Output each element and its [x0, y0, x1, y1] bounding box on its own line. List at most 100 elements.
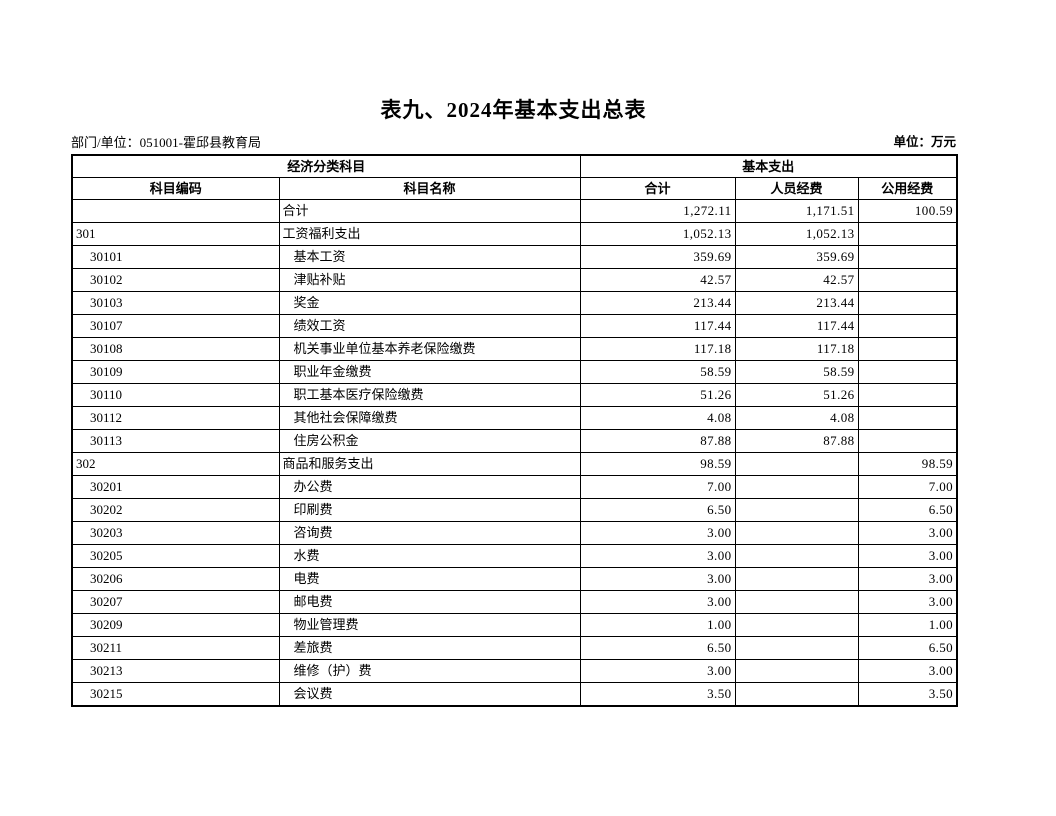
- public-fund-cell: 3.00: [857, 659, 958, 683]
- table-row: 30209 物业管理费 1.00 1.00: [71, 613, 958, 637]
- table-row: 30109 职业年金缴费 58.59 58.59: [71, 360, 958, 384]
- total-cell: 87.88: [579, 429, 736, 453]
- personnel-fund-cell: 359.69: [734, 245, 859, 269]
- header-personnel-funds: 人员经费: [734, 177, 859, 200]
- personnel-fund-cell: [734, 590, 859, 614]
- header-basic-expenditure: 基本支出: [579, 154, 958, 178]
- subject-code-cell: 30102: [71, 268, 280, 292]
- subject-name-cell: 奖金: [278, 291, 581, 315]
- personnel-fund-cell: [734, 567, 859, 591]
- total-cell: 58.59: [579, 360, 736, 384]
- public-fund-cell: 98.59: [857, 452, 958, 476]
- total-cell: 1.00: [579, 613, 736, 637]
- public-fund-cell: [857, 291, 958, 315]
- subject-code-cell: 30103: [71, 291, 280, 315]
- table-row: 302 商品和服务支出 98.59 98.59: [71, 452, 958, 476]
- table-row: 30103 奖金 213.44 213.44: [71, 291, 958, 315]
- total-cell: 4.08: [579, 406, 736, 430]
- public-fund-cell: [857, 429, 958, 453]
- personnel-fund-cell: [734, 613, 859, 637]
- personnel-fund-cell: [734, 544, 859, 568]
- subject-code-cell: 30108: [71, 337, 280, 361]
- subject-name-cell: 机关事业单位基本养老保险缴费: [278, 337, 581, 361]
- public-fund-cell: 3.00: [857, 590, 958, 614]
- header-group-row: 经济分类科目 基本支出: [71, 154, 958, 178]
- subject-code-cell: 30201: [71, 475, 280, 499]
- meta-row: 部门/单位：051001-霍邱县教育局 单位：万元: [71, 134, 956, 151]
- table-row: 30107 绩效工资 117.44 117.44: [71, 314, 958, 338]
- table-row: 30203 咨询费 3.00 3.00: [71, 521, 958, 545]
- personnel-fund-cell: 4.08: [734, 406, 859, 430]
- subject-code-cell: 30213: [71, 659, 280, 683]
- personnel-fund-cell: 1,171.51: [734, 199, 859, 223]
- subject-name-cell: 津贴补贴: [278, 268, 581, 292]
- subject-name-cell: 其他社会保障缴费: [278, 406, 581, 430]
- table-row: 301 工资福利支出 1,052.13 1,052.13: [71, 222, 958, 246]
- table-row: 30201 办公费 7.00 7.00: [71, 475, 958, 499]
- subject-name-cell: 办公费: [278, 475, 581, 499]
- subject-name-cell: 基本工资: [278, 245, 581, 269]
- table-row: 30205 水费 3.00 3.00: [71, 544, 958, 568]
- public-fund-cell: [857, 245, 958, 269]
- header-total: 合计: [579, 177, 736, 200]
- table-row: 30101 基本工资 359.69 359.69: [71, 245, 958, 269]
- public-fund-cell: 3.00: [857, 567, 958, 591]
- total-cell: 3.50: [579, 682, 736, 707]
- table-row: 30112 其他社会保障缴费 4.08 4.08: [71, 406, 958, 430]
- total-cell: 3.00: [579, 590, 736, 614]
- subject-name-cell: 工资福利支出: [278, 222, 581, 246]
- table-row: 30207 邮电费 3.00 3.00: [71, 590, 958, 614]
- public-fund-cell: [857, 360, 958, 384]
- subject-name-cell: 物业管理费: [278, 613, 581, 637]
- subject-name-cell: 住房公积金: [278, 429, 581, 453]
- public-fund-cell: 6.50: [857, 636, 958, 660]
- personnel-fund-cell: [734, 636, 859, 660]
- subject-code-cell: 30112: [71, 406, 280, 430]
- total-cell: 6.50: [579, 636, 736, 660]
- subject-code-cell: 30109: [71, 360, 280, 384]
- header-subject-code: 科目编码: [71, 177, 280, 200]
- total-cell: 213.44: [579, 291, 736, 315]
- table-row: 30110 职工基本医疗保险缴费 51.26 51.26: [71, 383, 958, 407]
- public-fund-cell: [857, 222, 958, 246]
- table-row: 30211 差旅费 6.50 6.50: [71, 636, 958, 660]
- subject-code-cell: 302: [71, 452, 280, 476]
- public-fund-cell: [857, 268, 958, 292]
- subject-name-cell: 商品和服务支出: [278, 452, 581, 476]
- department-unit-label: 部门/单位：051001-霍邱县教育局: [71, 135, 261, 150]
- subject-name-cell: 差旅费: [278, 636, 581, 660]
- subject-code-cell: 30113: [71, 429, 280, 453]
- total-cell: 3.00: [579, 567, 736, 591]
- subject-name-cell: 会议费: [278, 682, 581, 707]
- table-row: 30215 会议费 3.50 3.50: [71, 682, 958, 707]
- public-fund-cell: 6.50: [857, 498, 958, 522]
- public-fund-cell: 100.59: [857, 199, 958, 223]
- total-cell: 117.44: [579, 314, 736, 338]
- unit-label: 单位：万元: [893, 135, 956, 149]
- table-row: 30202 印刷费 6.50 6.50: [71, 498, 958, 522]
- header-economic-classification: 经济分类科目: [71, 154, 581, 178]
- subject-code-cell: 30202: [71, 498, 280, 522]
- personnel-fund-cell: [734, 475, 859, 499]
- page-title: 表九、2024年基本支出总表: [380, 98, 647, 122]
- subject-name-cell: 咨询费: [278, 521, 581, 545]
- table-header: 经济分类科目 基本支出 科目编码 科目名称 合计 人员经费 公用经费: [71, 154, 958, 200]
- subject-name-cell: 职业年金缴费: [278, 360, 581, 384]
- personnel-fund-cell: [734, 659, 859, 683]
- public-fund-cell: 7.00: [857, 475, 958, 499]
- table-body: 合计 1,272.11 1,171.51 100.59 301 工资福利支出 1…: [71, 199, 958, 707]
- subject-name-cell: 邮电费: [278, 590, 581, 614]
- total-cell: 1,052.13: [579, 222, 736, 246]
- table-row: 30113 住房公积金 87.88 87.88: [71, 429, 958, 453]
- subject-code-cell: 30101: [71, 245, 280, 269]
- subject-name-cell: 合计: [278, 199, 581, 223]
- personnel-fund-cell: [734, 452, 859, 476]
- personnel-fund-cell: 51.26: [734, 383, 859, 407]
- personnel-fund-cell: 87.88: [734, 429, 859, 453]
- total-cell: 51.26: [579, 383, 736, 407]
- subject-code-cell: 30107: [71, 314, 280, 338]
- subject-code-cell: 30207: [71, 590, 280, 614]
- total-cell: 42.57: [579, 268, 736, 292]
- subject-code-cell: 30205: [71, 544, 280, 568]
- subject-name-cell: 维修（护）费: [278, 659, 581, 683]
